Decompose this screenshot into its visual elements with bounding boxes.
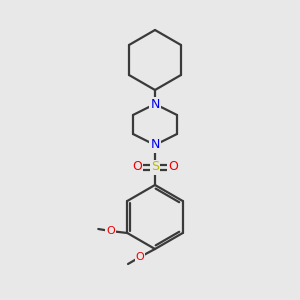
Text: O: O: [168, 160, 178, 173]
Text: O: O: [132, 160, 142, 173]
Text: N: N: [150, 98, 160, 110]
Text: O: O: [136, 252, 144, 262]
Text: N: N: [150, 139, 160, 152]
Text: S: S: [151, 160, 159, 173]
Text: O: O: [106, 226, 115, 236]
